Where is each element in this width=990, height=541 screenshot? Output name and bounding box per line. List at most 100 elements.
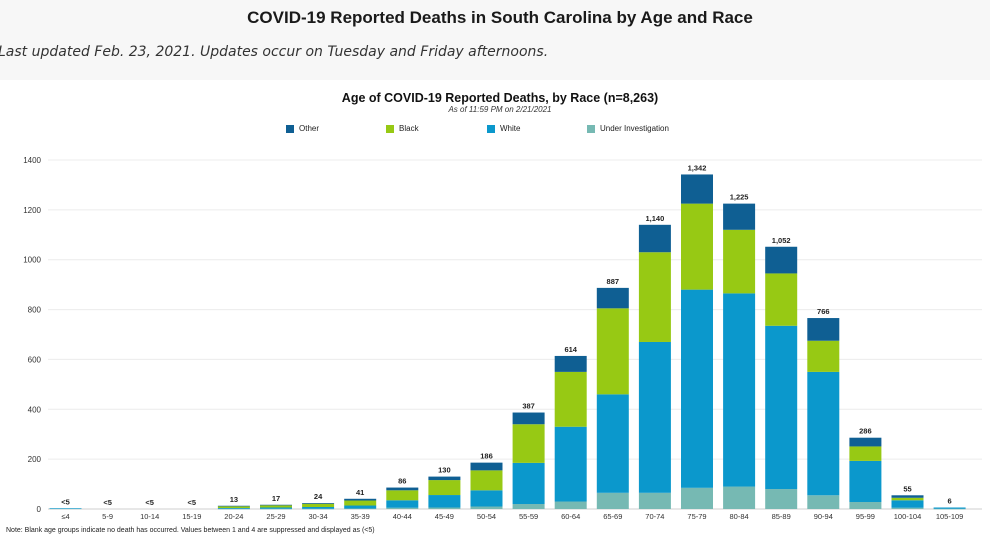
- bar-segment-under-investigation: [260, 508, 292, 510]
- bar-segment-white: [470, 490, 503, 507]
- bar-segment-other: [723, 203, 756, 230]
- x-tick-label: 50-54: [477, 512, 496, 521]
- x-tick-label: ≤4: [61, 512, 69, 521]
- bar-total-label: 55: [903, 484, 911, 493]
- bar-segment-other: [849, 437, 882, 447]
- bar-segment-black: [807, 340, 840, 372]
- bar-total-label: <5: [103, 498, 112, 507]
- bar-segment-black: [681, 203, 713, 290]
- bar-segment-white: [933, 507, 966, 509]
- bar-total-label: 1,225: [730, 193, 749, 202]
- legend-label-other: Other: [299, 124, 320, 133]
- bar-segment-other: [807, 318, 840, 341]
- bar-segment-white: [302, 507, 335, 509]
- bar-segment-black: [386, 490, 419, 501]
- bar-segment-black: [302, 503, 335, 508]
- bar-segment-under-investigation: [302, 508, 335, 510]
- legend-label-under-investigation: Under Investigation: [600, 124, 669, 133]
- bar-segment-black: [554, 371, 587, 427]
- legend-item-under-investigation[interactable]: Under Investigation: [587, 124, 669, 133]
- bar-total-label: <5: [61, 497, 70, 506]
- bar-segment-other: [638, 224, 671, 253]
- bar-segment-black: [638, 252, 671, 342]
- bar-total-label: 286: [859, 427, 872, 436]
- bar-segment-black: [891, 497, 924, 501]
- x-tick-label: 30-34: [309, 512, 328, 521]
- y-tick-label: 400: [28, 405, 42, 414]
- bar-segment-white: [681, 289, 713, 488]
- bar-segment-white: [428, 495, 461, 508]
- bar-segment-black: [260, 505, 292, 508]
- bar-segment-under-investigation: [470, 506, 503, 509]
- legend-swatch-under-investigation: [587, 124, 595, 133]
- legend-swatch-black: [386, 124, 394, 133]
- bar-segment-under-investigation: [933, 508, 966, 510]
- bar-total-label: 13: [230, 495, 238, 504]
- bar-segment-under-investigation: [681, 487, 713, 509]
- update-note: Last updated Feb. 23, 2021. Updates occu…: [0, 44, 549, 60]
- x-tick-label: 55-59: [519, 512, 538, 521]
- legend-item-other[interactable]: Other: [286, 124, 319, 133]
- legend-item-black[interactable]: Black: [386, 124, 419, 133]
- bar-total-label: 17: [272, 494, 280, 503]
- y-tick-label: 1200: [23, 206, 41, 215]
- legend-item-white[interactable]: White: [487, 124, 520, 133]
- bar-total-label: 887: [607, 277, 620, 286]
- bar-segment-black: [428, 480, 461, 496]
- bar-segment-white: [765, 325, 798, 490]
- bar-total-label: 6: [948, 497, 952, 506]
- page-title: COVID-19 Reported Deaths in South Caroli…: [247, 8, 753, 27]
- bar-segment-black: [217, 506, 250, 509]
- header-band: [0, 0, 990, 80]
- x-tick-label: 25-29: [266, 512, 285, 521]
- bar-total-label: 41: [356, 488, 364, 497]
- bar-segment-other: [428, 476, 461, 481]
- x-tick-label: 65-69: [603, 512, 622, 521]
- bar-segment-white: [723, 293, 756, 487]
- bar-total-label: <5: [188, 498, 197, 507]
- bar-segment-white: [849, 460, 882, 503]
- legend-label-black: Black: [399, 124, 419, 133]
- bar-segment-white: [638, 341, 671, 493]
- bar-segment-white: [260, 507, 292, 509]
- bar-segment-under-investigation: [512, 504, 545, 509]
- bar-segment-white: [554, 426, 587, 502]
- x-tick-label: 70-74: [645, 512, 664, 521]
- bar-segment-white: [596, 394, 629, 493]
- x-tick-label: 75-79: [687, 512, 706, 521]
- chart-legend: Other Black White Under Investigation: [0, 124, 990, 138]
- bar-total-label: 130: [438, 466, 451, 475]
- bar-segment-black: [765, 273, 798, 326]
- legend-label-white: White: [500, 124, 521, 133]
- chart-footnote: Note: Blank age groups indicate no death…: [6, 527, 375, 534]
- x-tick-label: 100-104: [894, 512, 922, 521]
- y-tick-label: 0: [37, 505, 42, 514]
- bar-segment-white: [386, 500, 419, 508]
- bar-segment-other: [681, 174, 713, 204]
- y-tick-label: 200: [28, 455, 42, 464]
- y-tick-label: 800: [28, 306, 42, 315]
- x-tick-label: 5-9: [102, 512, 113, 521]
- bar-segment-under-investigation: [596, 492, 629, 509]
- x-tick-label: 80-84: [730, 512, 749, 521]
- bar-segment-under-investigation: [765, 489, 798, 509]
- bar-segment-black: [344, 500, 377, 506]
- x-tick-label: 105-109: [936, 512, 964, 521]
- bar-total-label: 186: [480, 452, 493, 461]
- bar-total-label: 766: [817, 307, 830, 316]
- bar-segment-other: [260, 504, 292, 506]
- chart-title: Age of COVID-19 Reported Deaths, by Race…: [341, 91, 659, 105]
- bar-segment-black: [849, 446, 882, 461]
- bar-segment-other: [765, 246, 798, 274]
- bar-segment-other: [596, 287, 629, 309]
- x-tick-label: 95-99: [856, 512, 875, 521]
- bar-segment-under-investigation: [217, 508, 250, 510]
- bar-total-label: 1,140: [646, 214, 665, 223]
- legend-swatch-white: [487, 124, 495, 133]
- x-tick-label: 45-49: [435, 512, 454, 521]
- chart-subtitle: As of 11:59 PM on 2/21/2021: [448, 105, 552, 114]
- bar-segment-other: [302, 503, 335, 504]
- bar-total-label: 86: [398, 477, 406, 486]
- bar-segment-under-investigation: [344, 508, 377, 510]
- bar-segment-other: [217, 505, 250, 507]
